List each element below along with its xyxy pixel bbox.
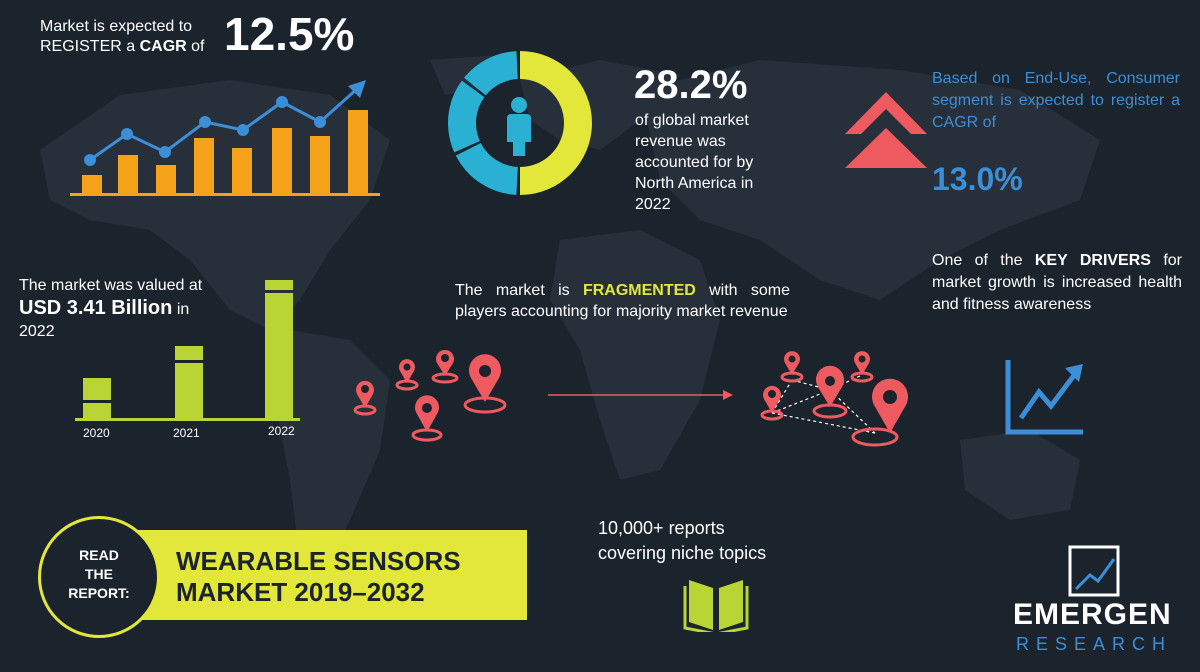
cagr-caption-line1: Market is expected to — [40, 18, 193, 35]
reports-count-line1: 10,000+ reports — [598, 518, 725, 538]
donut-segment-b — [448, 80, 485, 153]
end-use-text: Based on End-Use, Consumer segment is ex… — [932, 70, 1180, 131]
report-badge-text: READ THE REPORT: — [38, 546, 160, 603]
cagr-value: 12.5% — [224, 8, 355, 60]
drivers-prefix: One of the — [932, 252, 1035, 269]
drivers-bold: KEY DRIVERS — [1034, 252, 1151, 269]
report-badge-line2: THE — [85, 566, 113, 582]
donut-share-segment — [520, 51, 592, 195]
report-badge[interactable] — [38, 516, 160, 638]
person-icon — [507, 97, 531, 156]
brand-sub: RESEARCH — [1016, 634, 1173, 654]
end-use-value: 13.0% — [932, 161, 1023, 197]
arrow-right-icon — [548, 390, 733, 400]
bar-label-2021: 2021 — [173, 426, 200, 440]
cagr-caption-bold: CAGR — [139, 38, 187, 55]
valuation-bold: USD 3.41 Billion — [19, 297, 173, 319]
trend-up-chart-icon — [1005, 360, 1083, 435]
donut-segment-a — [455, 142, 518, 195]
brand-name: EMERGEN — [1013, 598, 1172, 631]
bar-label-2022: 2022 — [268, 424, 295, 438]
share-donut-chart — [448, 51, 592, 195]
valuation-bars-icon — [75, 280, 300, 421]
growth-bars — [82, 110, 368, 193]
cagr-caption-suffix: of — [186, 38, 205, 55]
fragmented-highlight: FRAGMENTED — [582, 282, 696, 299]
north-america-text: of global market revenue was accounted f… — [635, 112, 754, 213]
valuation-caption: The market was valued at USD 3.41 Billio… — [19, 275, 239, 343]
valuation-line1: The market was valued at — [19, 277, 203, 294]
valuation-year: 2022 — [19, 323, 55, 340]
cagr-caption-line2: REGISTER a CAGR of — [40, 37, 204, 57]
location-pins-left-icon — [353, 350, 507, 442]
reports-count-line2: covering niche topics — [598, 543, 767, 563]
reports-count: 10,000+ reports covering niche topics — [598, 516, 766, 566]
drivers-text: One of the KEY DRIVERS for market growth… — [932, 250, 1182, 316]
north-america-value: 28.2% — [634, 63, 748, 107]
fragmented-text: The market is FRAGMENTED with some playe… — [455, 280, 790, 322]
cagr-caption-prefix: REGISTER a — [40, 38, 140, 55]
cagr-caption: Market is expected to REGISTER a CAGR of — [40, 17, 204, 57]
report-badge-line3: REPORT: — [68, 585, 130, 601]
bar-label-2020: 2020 — [83, 426, 110, 440]
growth-bar-chart-icon — [70, 80, 380, 196]
donut-segment-c — [463, 51, 518, 96]
report-title-line1: WEARABLE SENSORS — [176, 546, 461, 576]
report-banner[interactable] — [105, 530, 527, 620]
report-title-line2: MARKET 2019–2032 — [176, 577, 425, 607]
emergen-logo-icon — [1068, 545, 1120, 597]
location-network-icon — [760, 351, 908, 447]
report-title[interactable]: WEARABLE SENSORS MARKET 2019–2032 — [176, 546, 461, 608]
fragmented-prefix: The market is — [455, 282, 583, 299]
double-chevron-up-icon — [845, 92, 927, 168]
fragmented-suffix: with some players accounting for majorit… — [455, 282, 791, 320]
valuation-suffix: in — [172, 301, 190, 318]
open-book-icon — [683, 580, 749, 632]
valuation-line2: USD 3.41 Billion in — [19, 297, 239, 321]
report-badge-line1: READ — [79, 547, 119, 563]
drivers-suffix: for market growth is increased health an… — [932, 252, 1182, 313]
